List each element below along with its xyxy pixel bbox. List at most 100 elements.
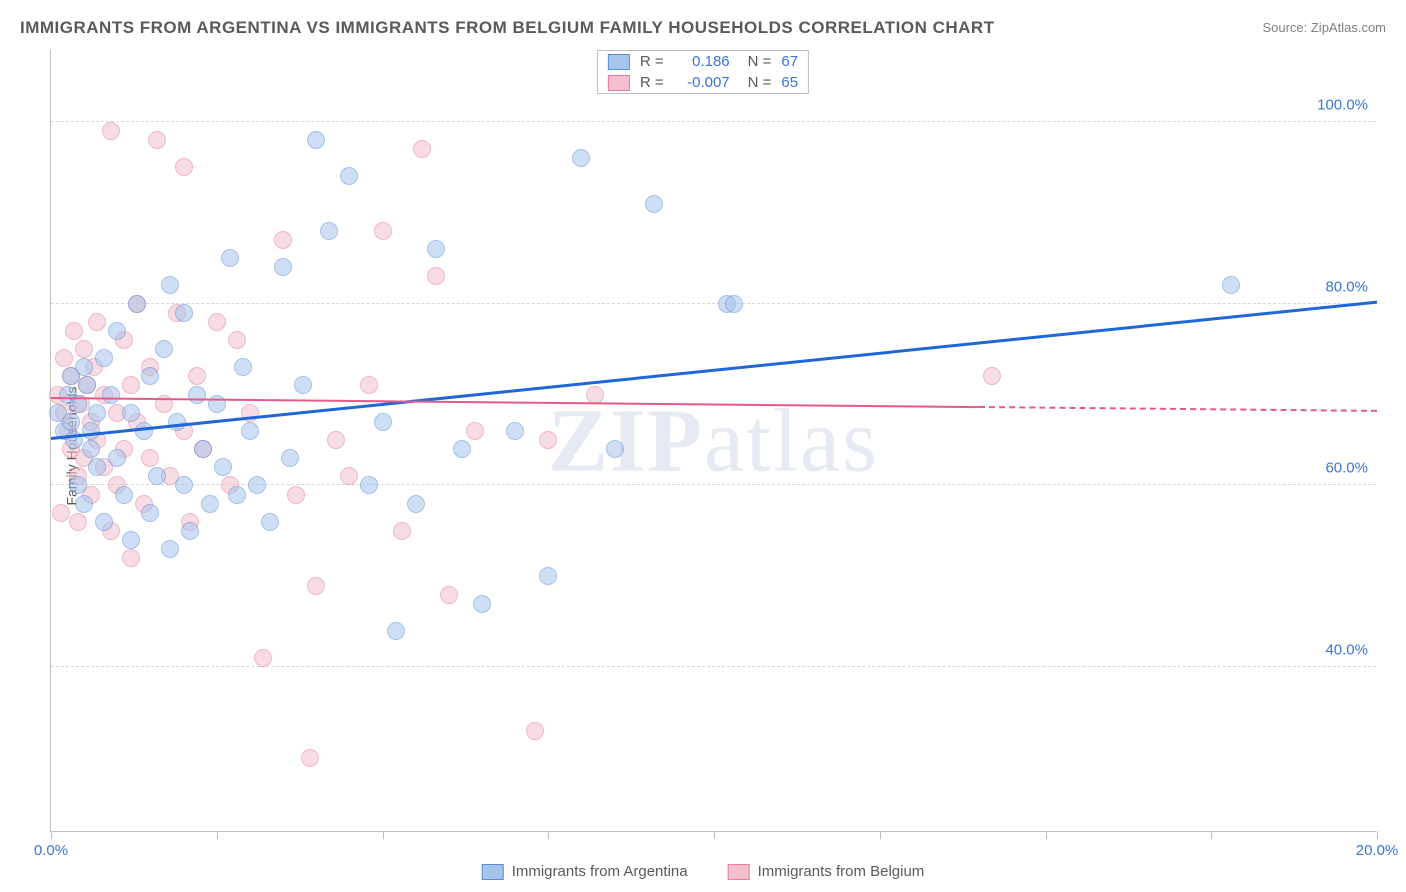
data-point	[248, 476, 266, 494]
data-point	[75, 340, 93, 358]
data-point	[234, 358, 252, 376]
x-tick	[714, 831, 715, 839]
data-point	[466, 422, 484, 440]
data-point	[141, 367, 159, 385]
data-point	[307, 131, 325, 149]
correlation-legend: R = 0.186 N = 67 R = -0.007 N = 65	[597, 50, 809, 94]
data-point	[526, 722, 544, 740]
data-point	[148, 467, 166, 485]
scatter-plot-area: ZIPatlas 40.0%60.0%80.0%100.0%0.0%20.0%	[50, 50, 1376, 832]
r-value-argentina: 0.186	[674, 53, 730, 70]
data-point	[88, 458, 106, 476]
data-point	[108, 449, 126, 467]
data-point	[88, 404, 106, 422]
x-tick	[880, 831, 881, 839]
data-point	[586, 386, 604, 404]
n-label: N =	[748, 74, 772, 91]
data-point	[168, 413, 186, 431]
data-point	[294, 376, 312, 394]
data-point	[115, 486, 133, 504]
data-point	[254, 649, 272, 667]
data-point	[122, 404, 140, 422]
data-point	[175, 476, 193, 494]
data-point	[327, 431, 345, 449]
data-point	[75, 495, 93, 513]
swatch-argentina	[608, 54, 630, 70]
data-point	[102, 122, 120, 140]
trend-line	[51, 397, 979, 408]
data-point	[413, 140, 431, 158]
data-point	[725, 295, 743, 313]
legend-row-belgium: R = -0.007 N = 65	[598, 72, 808, 93]
data-point	[122, 549, 140, 567]
data-point	[148, 131, 166, 149]
data-point	[141, 449, 159, 467]
data-point	[188, 386, 206, 404]
data-point	[320, 222, 338, 240]
data-point	[188, 367, 206, 385]
data-point	[440, 586, 458, 604]
data-point	[241, 422, 259, 440]
series-name-argentina: Immigrants from Argentina	[512, 863, 688, 880]
data-point	[606, 440, 624, 458]
data-point	[274, 231, 292, 249]
swatch-belgium	[608, 75, 630, 91]
legend-item-belgium: Immigrants from Belgium	[728, 863, 925, 880]
data-point	[141, 504, 159, 522]
data-point	[281, 449, 299, 467]
data-point	[208, 313, 226, 331]
data-point	[228, 331, 246, 349]
data-point	[108, 322, 126, 340]
gridline	[51, 666, 1376, 667]
gridline	[51, 121, 1376, 122]
data-point	[340, 467, 358, 485]
data-point	[82, 422, 100, 440]
data-point	[287, 486, 305, 504]
r-label: R =	[640, 74, 664, 91]
data-point	[69, 476, 87, 494]
n-value-argentina: 67	[781, 53, 798, 70]
data-point	[161, 540, 179, 558]
data-point	[88, 313, 106, 331]
data-point	[208, 395, 226, 413]
legend-item-argentina: Immigrants from Argentina	[482, 863, 688, 880]
chart-title: IMMIGRANTS FROM ARGENTINA VS IMMIGRANTS …	[20, 18, 995, 38]
legend-row-argentina: R = 0.186 N = 67	[598, 51, 808, 72]
x-tick	[51, 831, 52, 839]
r-label: R =	[640, 53, 664, 70]
data-point	[393, 522, 411, 540]
data-point	[539, 567, 557, 585]
series-name-belgium: Immigrants from Belgium	[758, 863, 925, 880]
data-point	[340, 167, 358, 185]
data-point	[181, 522, 199, 540]
y-tick-label: 40.0%	[1325, 642, 1368, 659]
data-point	[62, 413, 80, 431]
source-attribution: Source: ZipAtlas.com	[1262, 20, 1386, 35]
data-point	[161, 276, 179, 294]
data-point	[301, 749, 319, 767]
data-point	[75, 358, 93, 376]
data-point	[360, 476, 378, 494]
data-point	[52, 504, 70, 522]
n-label: N =	[748, 53, 772, 70]
data-point	[175, 158, 193, 176]
data-point	[983, 367, 1001, 385]
data-point	[374, 222, 392, 240]
series-legend: Immigrants from Argentina Immigrants fro…	[482, 863, 925, 880]
data-point	[122, 531, 140, 549]
x-tick	[1046, 831, 1047, 839]
data-point	[78, 376, 96, 394]
trend-line	[979, 406, 1377, 412]
swatch-argentina	[482, 864, 504, 880]
data-point	[221, 249, 239, 267]
x-tick	[1211, 831, 1212, 839]
data-point	[122, 376, 140, 394]
data-point	[387, 622, 405, 640]
swatch-belgium	[728, 864, 750, 880]
data-point	[102, 386, 120, 404]
data-point	[1222, 276, 1240, 294]
data-point	[128, 295, 146, 313]
data-point	[194, 440, 212, 458]
x-tick	[383, 831, 384, 839]
x-tick	[1377, 831, 1378, 839]
